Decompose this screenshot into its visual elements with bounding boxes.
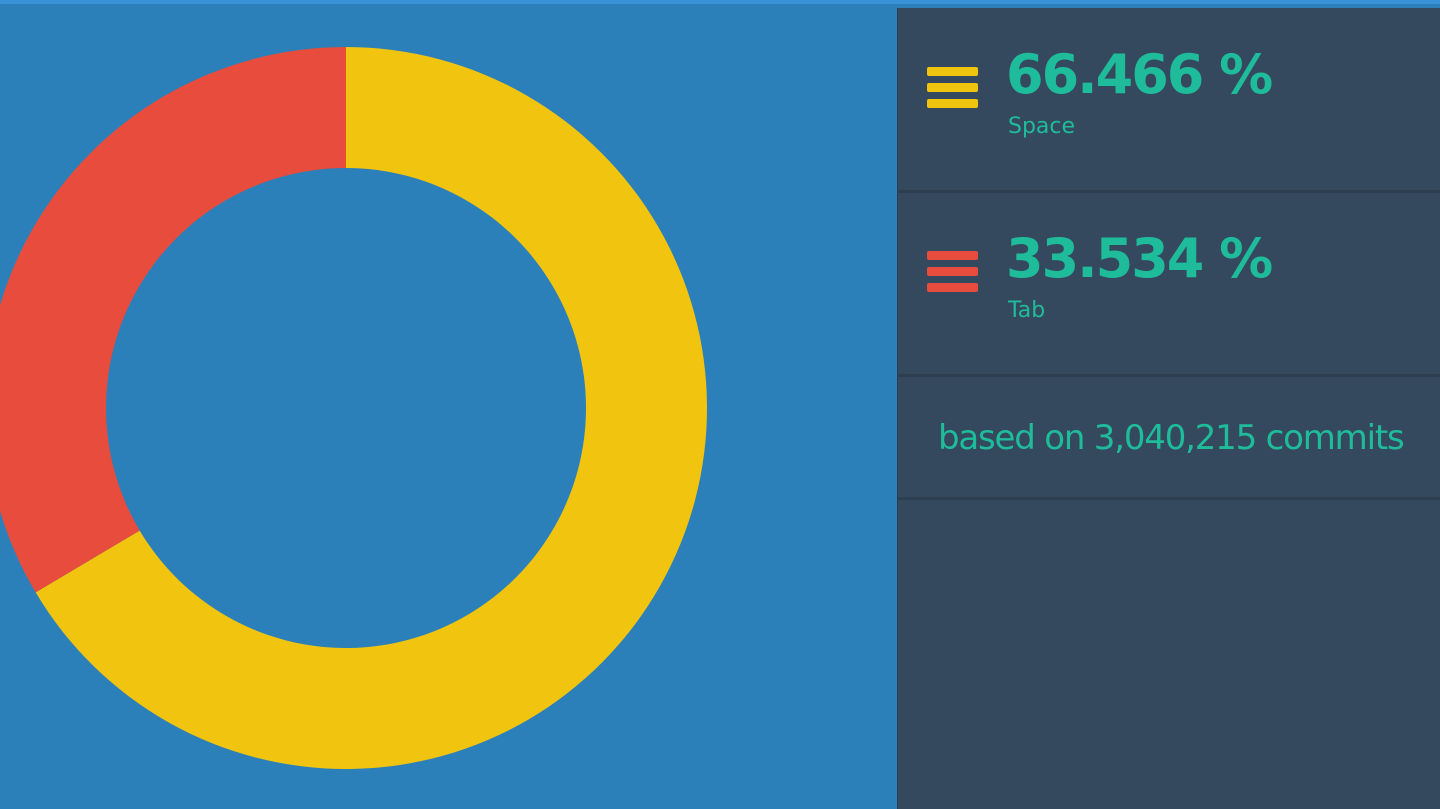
legend-item-tab: 33.534 % Tab	[898, 192, 1440, 377]
bars-icon	[927, 251, 978, 297]
legend-label-space: Space	[1008, 114, 1076, 139]
chart-area	[0, 8, 897, 809]
commit-count-note: based on 3,040,215 commits	[938, 418, 1405, 458]
donut-chart	[0, 47, 708, 769]
bars-icon	[927, 67, 978, 113]
legend-panel: 66.466 % Space 33.534 % Tab based on 3,0…	[897, 8, 1440, 809]
legend-label-tab: Tab	[1008, 298, 1046, 323]
donut-slice-space	[35, 47, 708, 769]
legend-footer: based on 3,040,215 commits	[898, 376, 1440, 500]
legend-percent-tab: 33.534 %	[1006, 227, 1273, 290]
donut-slice-tab	[0, 47, 346, 593]
legend-percent-space: 66.466 %	[1006, 43, 1273, 106]
legend-item-space: 66.466 % Space	[898, 8, 1440, 193]
